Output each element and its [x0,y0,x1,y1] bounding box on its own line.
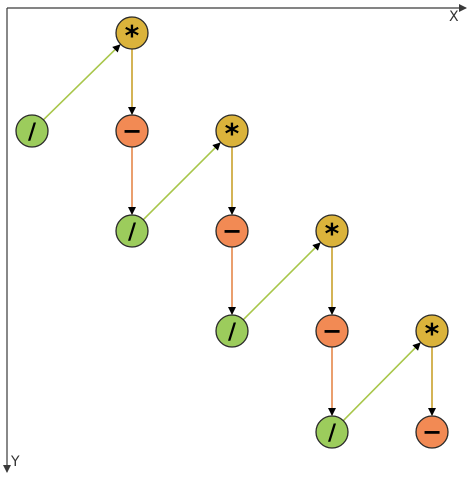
minus-node-circle [215,214,249,248]
divide-node: / [15,114,49,148]
multiply-node-symbol: * [325,217,340,250]
minus-node-circle [315,314,349,348]
multiply-node: * [115,16,149,52]
minus-node-circle [415,415,449,449]
multiply-node-symbol: * [125,19,140,52]
divide-node: / [115,214,149,248]
multiply-node: * [215,114,249,150]
divide-node-circle [115,214,149,248]
minus-node-symbol: − [122,117,142,145]
multiply-node-symbol: * [425,317,440,350]
edge-divide-to-multiply [142,142,221,221]
minus-node-symbol: − [222,217,242,245]
multiply-node-circle [315,214,349,248]
edge-divide-to-multiply [42,44,121,121]
divide-node: / [215,314,249,348]
minus-node: − [415,415,449,449]
divide-node-circle [315,415,349,449]
multiply-node-circle [215,114,249,148]
minus-node-symbol: − [322,317,342,345]
divide-node-circle [15,114,49,148]
divide-node-symbol: / [328,421,337,446]
multiply-node-circle [415,314,449,348]
multiply-node-symbol: * [225,117,240,150]
edge-divide-to-multiply [242,242,321,321]
minus-node-circle [115,114,149,148]
divide-node-symbol: / [28,120,37,145]
nodes-layer: / * − / * − / * − / * − [15,16,449,449]
minus-node: − [115,114,149,148]
x-axis-label: X [449,9,459,25]
multiply-node: * [315,214,349,250]
minus-node: − [215,214,249,248]
divide-node-symbol: / [128,220,137,245]
y-axis-label: Y [10,454,20,470]
divide-node-symbol: / [228,320,237,345]
minus-node-symbol: − [422,418,442,446]
divide-node-circle [215,314,249,348]
multiply-node-circle [115,16,149,50]
minus-node: − [315,314,349,348]
edges-layer [42,44,436,422]
multiply-node: * [415,314,449,350]
edge-divide-to-multiply [342,342,421,422]
divide-node: / [315,415,349,449]
